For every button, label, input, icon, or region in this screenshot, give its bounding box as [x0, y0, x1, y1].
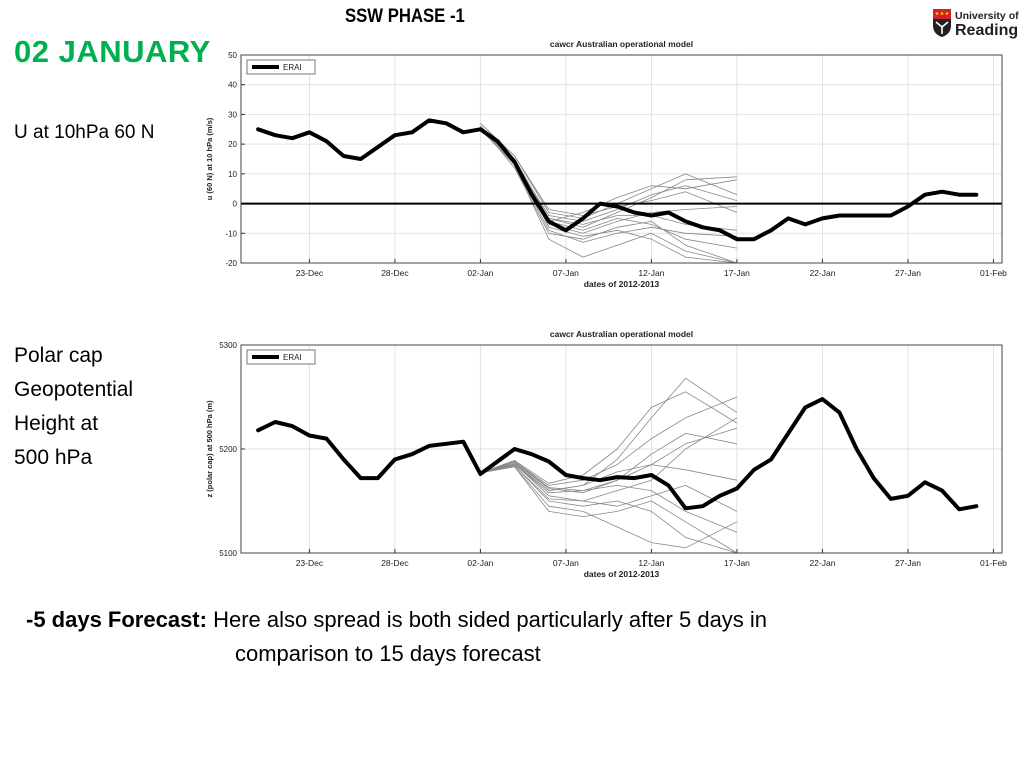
- forecast-note: -5 days Forecast: Here also spread is bo…: [26, 603, 926, 671]
- legend: ERAI: [246, 59, 316, 75]
- y-tick-label: 30: [228, 110, 237, 119]
- x-tick-label: 12-Jan: [638, 558, 664, 568]
- label-line: Polar cap: [14, 344, 103, 367]
- logo-text: Reading: [955, 22, 1018, 39]
- chart-title: cawcr Australian operational model: [550, 329, 693, 339]
- ensemble-member-line: [480, 464, 738, 533]
- legend: ERAI: [246, 349, 316, 365]
- slide-title: SSW PHASE -1: [345, 6, 465, 27]
- ensemble-member-line: [480, 433, 737, 494]
- label-line: Height at: [14, 412, 99, 435]
- x-tick-label: 23-Dec: [296, 558, 324, 568]
- x-tick-label: 12-Jan: [638, 268, 664, 278]
- ensemble-member-line: [480, 427, 738, 492]
- plot-frame: [240, 344, 1003, 554]
- ensemble-member-line: [480, 466, 738, 554]
- x-axis-label: dates of 2012-2013: [584, 569, 660, 579]
- label-line: 500 hPa: [14, 446, 93, 469]
- x-tick-label: 27-Jan: [895, 268, 921, 278]
- x-tick-label: 07-Jan: [553, 268, 579, 278]
- logo-text: University of: [955, 10, 1019, 22]
- y-tick-label: 20: [228, 140, 237, 149]
- y-tick-label: 5100: [219, 549, 237, 558]
- ensemble-member-line: [480, 123, 738, 216]
- forecast-note-bold: -5 days Forecast:: [26, 607, 207, 632]
- u-wind-label: U at 10hPa 60 N: [14, 122, 155, 143]
- x-tick-label: 22-Jan: [809, 268, 835, 278]
- legend-label: ERAI: [283, 353, 302, 362]
- legend-label: ERAI: [283, 63, 302, 72]
- chart-title: cawcr Australian operational model: [550, 39, 693, 49]
- x-tick-label: 28-Dec: [381, 558, 409, 568]
- y-axis-label: z (polar cap) at 500 hPa (m): [205, 400, 214, 498]
- forecast-note-text-2: comparison to 15 days forecast: [235, 641, 541, 666]
- x-tick-label: 02-Jan: [467, 558, 493, 568]
- y-tick-label: -10: [225, 229, 237, 238]
- x-tick-label: 17-Jan: [724, 268, 750, 278]
- u-wind-chart: 23-Dec 28-Dec 02-Jan 07-Jan 12-Jan 17-Jan 22-J…: [205, 39, 1007, 289]
- ensemble-member-line: [480, 466, 738, 549]
- x-tick-label: 01-Feb: [980, 558, 1007, 568]
- x-tick-label: 27-Jan: [895, 558, 921, 568]
- legend-box: [246, 59, 316, 75]
- y-tick-label: 50: [228, 51, 237, 60]
- plot-area: [241, 55, 1002, 263]
- y-tick-label: 5200: [219, 445, 237, 454]
- y-tick-label: -20: [225, 259, 237, 268]
- geopotential-chart: 23-Dec 28-Dec 02-Jan 07-Jan 12-Jan 17-Jan 22-J…: [205, 329, 1007, 579]
- x-axis-label: dates of 2012-2013: [584, 279, 660, 289]
- erai-series-line: [256, 397, 979, 512]
- x-tick-label: 23-Dec: [296, 268, 324, 278]
- forecast-note-text: Here also spread is both sided particula…: [206, 607, 768, 632]
- date-title: 02 JANUARY: [14, 34, 211, 69]
- label-line: Geopotential: [14, 378, 134, 401]
- ensemble-member-line: [480, 465, 738, 512]
- y-tick-label: 40: [228, 81, 237, 90]
- plot-frame: [240, 54, 1003, 264]
- legend-box: [246, 349, 316, 365]
- y-tick-label: 0: [233, 200, 238, 209]
- x-tick-label: 28-Dec: [381, 268, 409, 278]
- geopotential-label: Polar cap Geopotential Height at 500 hPa: [14, 339, 194, 475]
- x-tick-label: 17-Jan: [724, 558, 750, 568]
- x-tick-label: 22-Jan: [809, 558, 835, 568]
- x-tick-label: 01-Feb: [980, 268, 1007, 278]
- y-tick-label: 5300: [219, 341, 237, 350]
- university-of-reading-logo: University of Reading: [933, 9, 1019, 39]
- erai-series-line: [256, 118, 979, 242]
- y-tick-label: 10: [228, 170, 237, 179]
- x-tick-label: 07-Jan: [553, 558, 579, 568]
- ensemble-member-line: [480, 129, 737, 264]
- ensemble-member-line: [480, 391, 738, 484]
- x-tick-label: 02-Jan: [467, 268, 493, 278]
- y-axis-label: u (60 N) at 10 hPa (m/s): [205, 117, 214, 200]
